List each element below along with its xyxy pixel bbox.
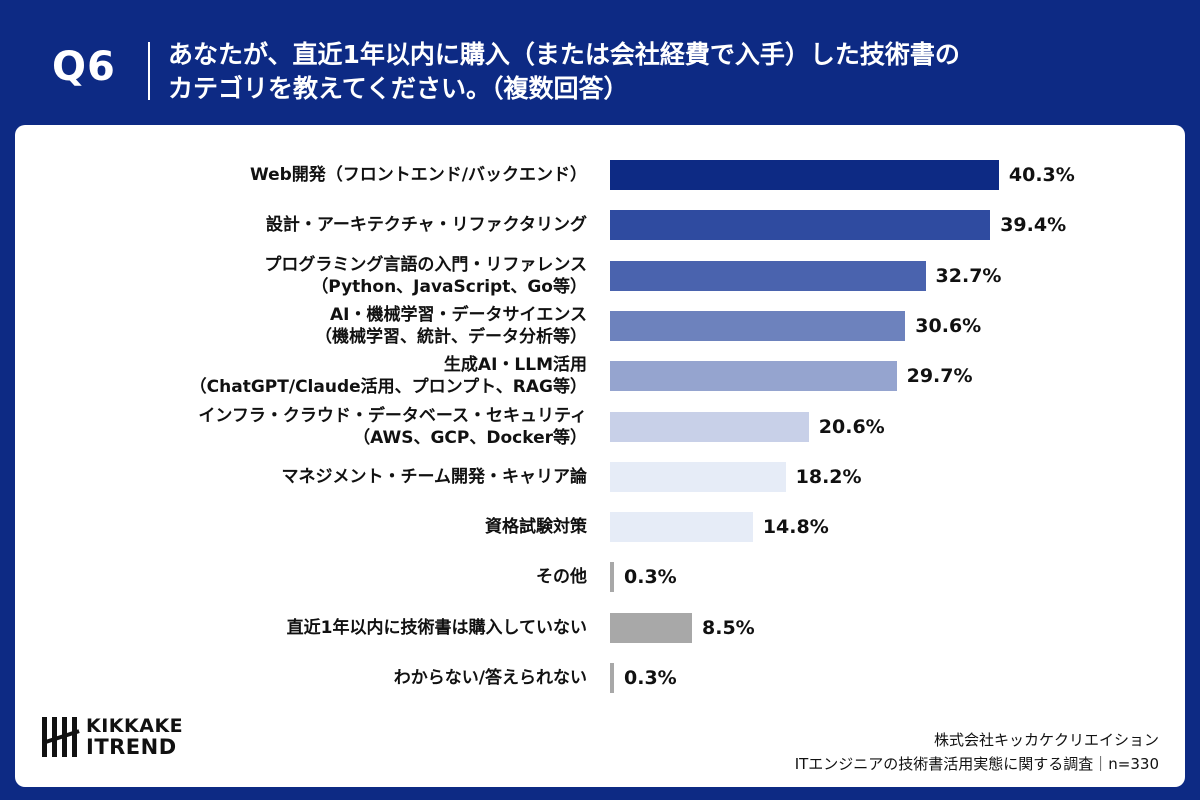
category-label: その他 — [107, 566, 587, 588]
category-label-line: マネジメント・チーム開発・キャリア論 — [281, 466, 588, 487]
category-label-line: わからない/答えられない — [393, 668, 587, 688]
category-label-line: その他 — [536, 567, 587, 588]
category-label: 直近1年以内に技術書は購入していない — [107, 617, 587, 639]
bar — [610, 310, 906, 341]
category-label-line: （Python、JavaScript、Go等） — [311, 276, 587, 297]
kikkake-itrend-logo: KIKKAKE ITREND — [42, 715, 242, 759]
value-label: 40.3% — [1008, 164, 1075, 186]
value-label: 32.7% — [935, 264, 1002, 287]
bar — [610, 663, 614, 693]
question-line-2: カテゴリを教えてください。（複数回答） — [168, 74, 629, 103]
category-label-line: AI・機械学習・データサイエンス — [330, 304, 587, 325]
category-label: AI・機械学習・データサイエンス （機械学習、統計、データ分析等） — [107, 304, 587, 348]
bar — [610, 612, 693, 643]
logo-text-itrend: ITREND — [86, 735, 177, 759]
value-label: 30.6% — [915, 314, 982, 337]
category-label: わからない/答えられない — [107, 667, 587, 689]
category-label-line: 直近1年以内に技術書は購入していない — [286, 617, 587, 638]
header: Q6 あなたが、直近1年以内に購入（または会社経費で入手）した技術書の カテゴリ… — [0, 0, 1200, 125]
bar — [610, 411, 809, 442]
company-credit: 株式会社キッカケクリエイション — [933, 731, 1159, 749]
category-label-line: 生成AI・LLM活用 — [443, 355, 587, 376]
chart-panel: Web開発（フロントエンド/バックエンド） 40.3% 設計・アーキテクチャ・リファ… — [15, 125, 1185, 787]
category-label-line: 資格試験対策 — [485, 517, 587, 538]
logo-mark-icon — [42, 717, 80, 757]
category-label: 生成AI・LLM活用 （ChatGPT/Claude活用、プロンプト、RAG等） — [107, 354, 587, 398]
bar — [610, 461, 786, 492]
category-label: Web開発（フロントエンド/バックエンド） — [107, 164, 587, 186]
value-label: 0.3% — [624, 566, 677, 589]
category-label: プログラミング言語の入門・リファレンス （Python、JavaScript、Go… — [107, 254, 587, 298]
value-label: 39.4% — [1000, 214, 1067, 237]
bar — [610, 361, 897, 392]
value-label: 29.7% — [906, 365, 973, 388]
category-label: 資格試験対策 — [107, 516, 587, 538]
category-label-line: 設計・アーキテクチャ・リファクタリング — [265, 215, 587, 236]
question-line-1: あなたが、直近1年以内に購入（または会社経費で入手）した技術書の — [168, 40, 960, 69]
category-label-line: プログラミング言語の入門・リファレンス — [264, 254, 587, 275]
value-label: 14.8% — [762, 516, 829, 539]
value-label: 8.5% — [702, 616, 755, 639]
category-label-line: インフラ・クラウド・データベース・セキュリティ — [198, 405, 587, 426]
value-label: 20.6% — [818, 415, 885, 438]
survey-credit: ITエンジニアの技術書活用実態に関する調査｜n=330 — [794, 755, 1159, 773]
bar — [610, 160, 999, 190]
bar — [610, 210, 991, 241]
value-label: 18.2% — [795, 465, 862, 488]
logo-text-kikkake: KIKKAKE — [86, 715, 184, 737]
bar — [610, 512, 753, 543]
category-label: 設計・アーキテクチャ・リファクタリング — [107, 214, 587, 236]
value-label: 0.3% — [624, 667, 677, 689]
bar — [610, 562, 614, 593]
category-label-line: （機械学習、統計、データ分析等） — [315, 326, 587, 347]
question-number: Q6 — [52, 44, 116, 90]
question-text: あなたが、直近1年以内に購入（または会社経費で入手）した技術書の カテゴリを教え… — [168, 38, 1068, 106]
bar — [610, 260, 926, 291]
category-label-line: （AWS、GCP、Docker等） — [353, 427, 587, 448]
category-label-line: （ChatGPT/Claude活用、プロンプト、RAG等） — [189, 377, 587, 398]
category-label: インフラ・クラウド・データベース・セキュリティ （AWS、GCP、Docker等） — [107, 405, 587, 449]
category-label-line: Web開発（フロントエンド/バックエンド） — [249, 165, 587, 185]
header-divider — [148, 42, 150, 100]
category-label: マネジメント・チーム開発・キャリア論 — [107, 466, 588, 488]
